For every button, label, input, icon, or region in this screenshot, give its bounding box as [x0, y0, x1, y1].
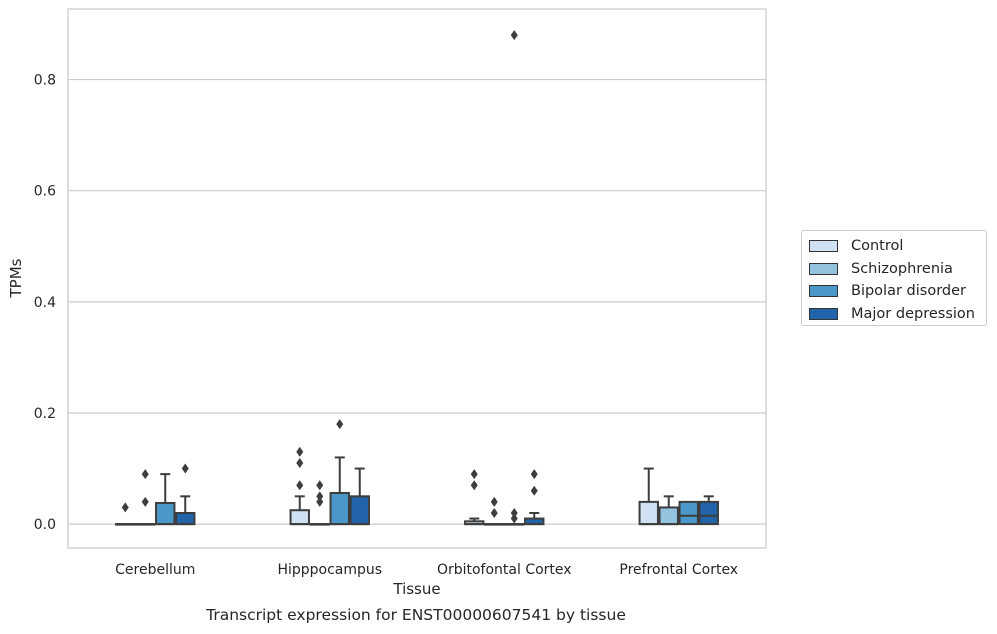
- box-major-depression: [175, 463, 196, 526]
- outlier-point: [316, 496, 324, 507]
- outlier-point: [530, 485, 538, 496]
- outlier-point: [181, 463, 189, 474]
- x-tick-label: Prefrontal Cortex: [619, 562, 738, 578]
- y-tick-label: 0.2: [34, 406, 56, 422]
- legend-label: Schizophrenia: [851, 260, 953, 277]
- outlier-point: [510, 513, 518, 524]
- legend: Control Schizophrenia Bipolar disorder Majo…: [801, 230, 987, 326]
- legend-item: Major depression: [809, 303, 986, 326]
- box-schizophrenia: [309, 480, 330, 526]
- box-control: [638, 467, 659, 526]
- legend-label: Control: [851, 238, 904, 255]
- box-body: [155, 501, 176, 526]
- box-schizophrenia: [135, 469, 156, 526]
- legend-item: Bipolar disorder: [809, 280, 986, 303]
- box-control: [115, 502, 136, 526]
- box-body: [678, 500, 699, 526]
- box-body: [658, 506, 679, 526]
- box-bipolar-disorder: [329, 419, 350, 526]
- outlier-point: [530, 469, 538, 480]
- box-bipolar-disorder: [678, 500, 699, 526]
- outlier-point: [141, 469, 149, 480]
- x-tick-label: Orbitofontal Cortex: [437, 562, 572, 578]
- x-axis-label: Tissue: [392, 580, 440, 598]
- outlier-point: [470, 469, 478, 480]
- y-tick-labels: 0.0 0.2 0.4 0.6 0.8: [34, 73, 56, 534]
- y-gridlines: [68, 78, 766, 525]
- legend-label: Major depression: [851, 305, 975, 322]
- outlier-point: [141, 496, 149, 507]
- chart-caption: Transcript expression for ENST0000060754…: [206, 606, 626, 624]
- legend-item: Schizophrenia: [809, 258, 986, 281]
- box-control: [464, 469, 485, 526]
- y-tick-label: 0.0: [34, 517, 56, 533]
- box-major-depression: [698, 495, 719, 526]
- box-body: [698, 500, 719, 526]
- y-tick-label: 0.8: [34, 73, 56, 89]
- y-axis-label: TPMs: [7, 258, 25, 298]
- outlier-point: [296, 457, 304, 468]
- box-body: [638, 500, 659, 526]
- outlier-point: [490, 496, 498, 507]
- x-tick-labels: Cerebellum Hipppocampus Orbitofontal Corte…: [115, 562, 738, 578]
- y-tick-label: 0.4: [34, 295, 56, 311]
- box-marks: [115, 30, 719, 526]
- outlier-point: [510, 30, 518, 41]
- x-tick-label: Hipppocampus: [277, 562, 382, 578]
- outlier-point: [336, 419, 344, 430]
- outlier-point: [470, 480, 478, 491]
- legend-swatch: [809, 262, 838, 275]
- box-body: [289, 509, 310, 526]
- legend-label: Bipolar disorder: [851, 283, 966, 300]
- legend-swatch: [809, 240, 838, 253]
- box-bipolar-disorder: [504, 30, 525, 526]
- outlier-point: [490, 507, 498, 518]
- box-body: [175, 511, 196, 526]
- outlier-point: [296, 446, 304, 457]
- box-body: [329, 491, 350, 526]
- box-schizophrenia: [658, 495, 679, 526]
- box-schizophrenia: [484, 496, 505, 526]
- box-major-depression: [524, 469, 545, 526]
- box-body: [349, 495, 370, 526]
- outlier-point: [510, 507, 518, 518]
- legend-swatch: [809, 307, 838, 320]
- outlier-point: [121, 502, 129, 513]
- legend-swatch: [809, 285, 838, 298]
- box-bipolar-disorder: [155, 473, 176, 526]
- outlier-point: [316, 480, 324, 491]
- plot-frame: [67, 8, 767, 549]
- y-tick-label: 0.6: [34, 184, 56, 200]
- outlier-point: [316, 491, 324, 502]
- outlier-point: [296, 480, 304, 491]
- legend-item: Control: [809, 235, 986, 258]
- box-major-depression: [349, 467, 370, 526]
- box-control: [289, 446, 310, 526]
- x-tick-label: Cerebellum: [115, 562, 195, 578]
